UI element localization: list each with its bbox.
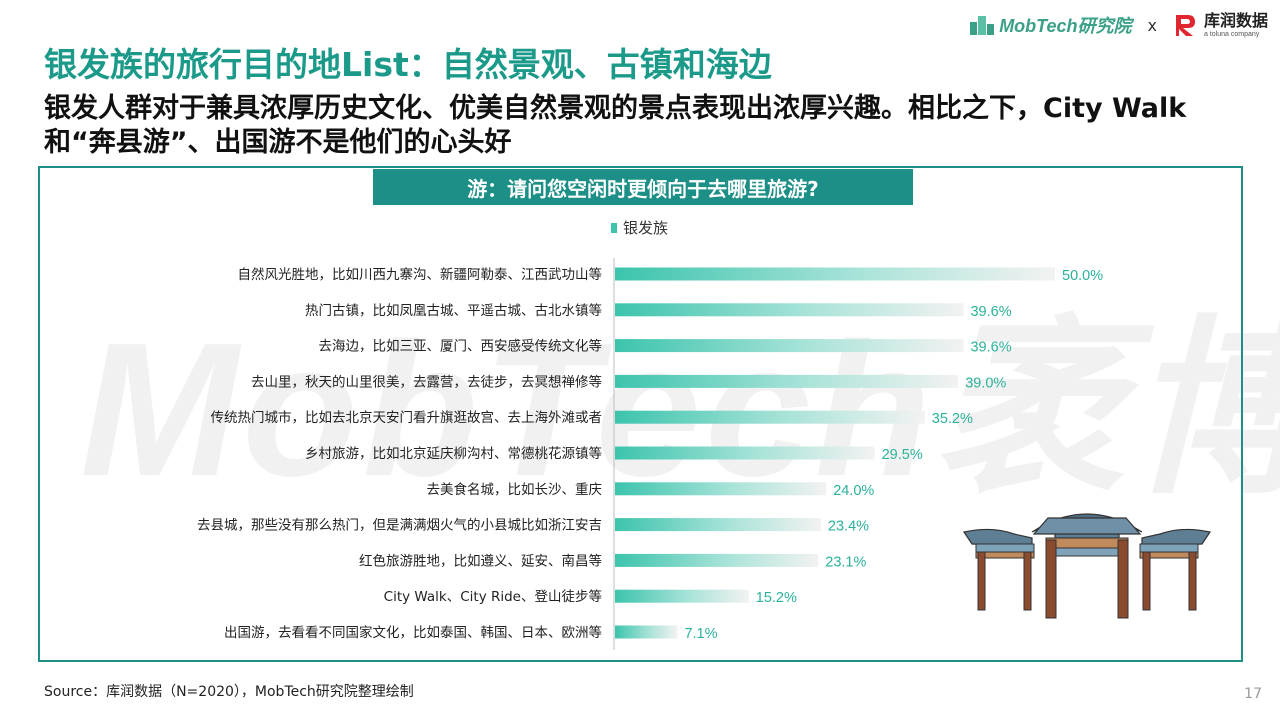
question-banner: 游：请问您空闲时更倾向于去哪里旅游? — [373, 169, 913, 205]
value-label: 39.0% — [965, 375, 1006, 391]
source-note: Source：库润数据（N=2020），MobTech研究院整理绘制 — [44, 684, 414, 700]
chart-legend: 银发族 — [611, 217, 668, 238]
header-logos: MobTech研究院 x 库润数据 a toluna company — [969, 8, 1268, 42]
value-label: 35.2% — [932, 411, 973, 427]
value-label: 24.0% — [833, 483, 874, 499]
mobtech-logo: MobTech研究院 — [969, 12, 1132, 38]
value-label: 7.1% — [684, 626, 717, 642]
category-label: 红色旅游胜地，比如遵义、延安、南昌等 — [359, 552, 602, 569]
page-subtitle: 银发人群对于兼具浓厚历史文化、优美自然景观的景点表现出浓厚兴趣。相比之下，Cit… — [44, 93, 1187, 158]
value-label: 15.2% — [756, 590, 797, 606]
category-label: 去县城，那些没有那么热门，但是满满烟火气的小县城比如浙江安吉 — [197, 518, 602, 534]
category-label: City Walk、City Ride、登山徒步等 — [384, 588, 602, 605]
category-label: 去山里，秋天的山里很美，去露营，去徒步，去冥想禅修等 — [251, 373, 602, 390]
category-label: 出国游，去看看不同国家文化，比如泰国、韩国、日本、欧洲等 — [224, 624, 602, 641]
bars-layer: 自然风光胜地，比如川西九寨沟、新疆阿勒泰、江西武功山等 50.0% 热门古镇，比如凤… — [197, 266, 1103, 642]
value-label: 39.6% — [970, 340, 1011, 356]
bar — [615, 374, 959, 388]
category-label: 自然风光胜地，比如川西九寨沟、新疆阿勒泰、江西武功山等 — [238, 266, 603, 283]
bar — [615, 625, 678, 639]
logo-separator: x — [1147, 15, 1157, 35]
chart-frame — [38, 166, 1243, 662]
value-label: 29.5% — [882, 447, 923, 463]
page-number: 17 — [1244, 686, 1262, 702]
category-label: 传统热门城市，比如去北京天安门看升旗逛故宫、去上海外滩或者 — [211, 409, 603, 426]
partner-logo-name: 库润数据 — [1203, 10, 1268, 30]
mobtech-building-icon — [970, 16, 995, 35]
mobtech-logo-text: MobTech研究院 — [999, 16, 1132, 36]
value-label: 23.1% — [825, 554, 866, 570]
page-title: 银发族的旅行目的地List：自然景观、古镇和海边 — [44, 45, 772, 84]
legend-label: 银发族 — [623, 219, 669, 237]
bar — [615, 446, 875, 460]
category-label: 乡村旅游，比如北京延庆柳沟村、常德桃花源镇等 — [305, 445, 602, 462]
bar — [615, 339, 964, 353]
bar — [615, 410, 925, 424]
legend-swatch — [611, 222, 617, 233]
category-label: 热门古镇，比如凤凰古城、平遥古城、古北水镇等 — [305, 302, 602, 319]
bar — [615, 518, 821, 532]
bar — [615, 267, 1055, 281]
value-label: 50.0% — [1062, 268, 1103, 284]
bar — [615, 482, 827, 496]
value-label: 39.6% — [970, 304, 1011, 320]
partner-logo: 库润数据 a toluna company — [1173, 12, 1268, 38]
ancient-gate-illustration — [963, 513, 1211, 619]
category-label: 去海边，比如三亚、厦门、西安感受传统文化等 — [319, 338, 603, 355]
value-label: 23.4% — [828, 519, 869, 535]
bar — [615, 553, 819, 567]
bar — [615, 303, 964, 317]
partner-r-icon — [1175, 15, 1195, 36]
bar — [615, 589, 749, 603]
partner-logo-sub: a toluna company — [1203, 30, 1260, 38]
category-label: 去美食名城，比如长沙、重庆 — [427, 481, 603, 498]
